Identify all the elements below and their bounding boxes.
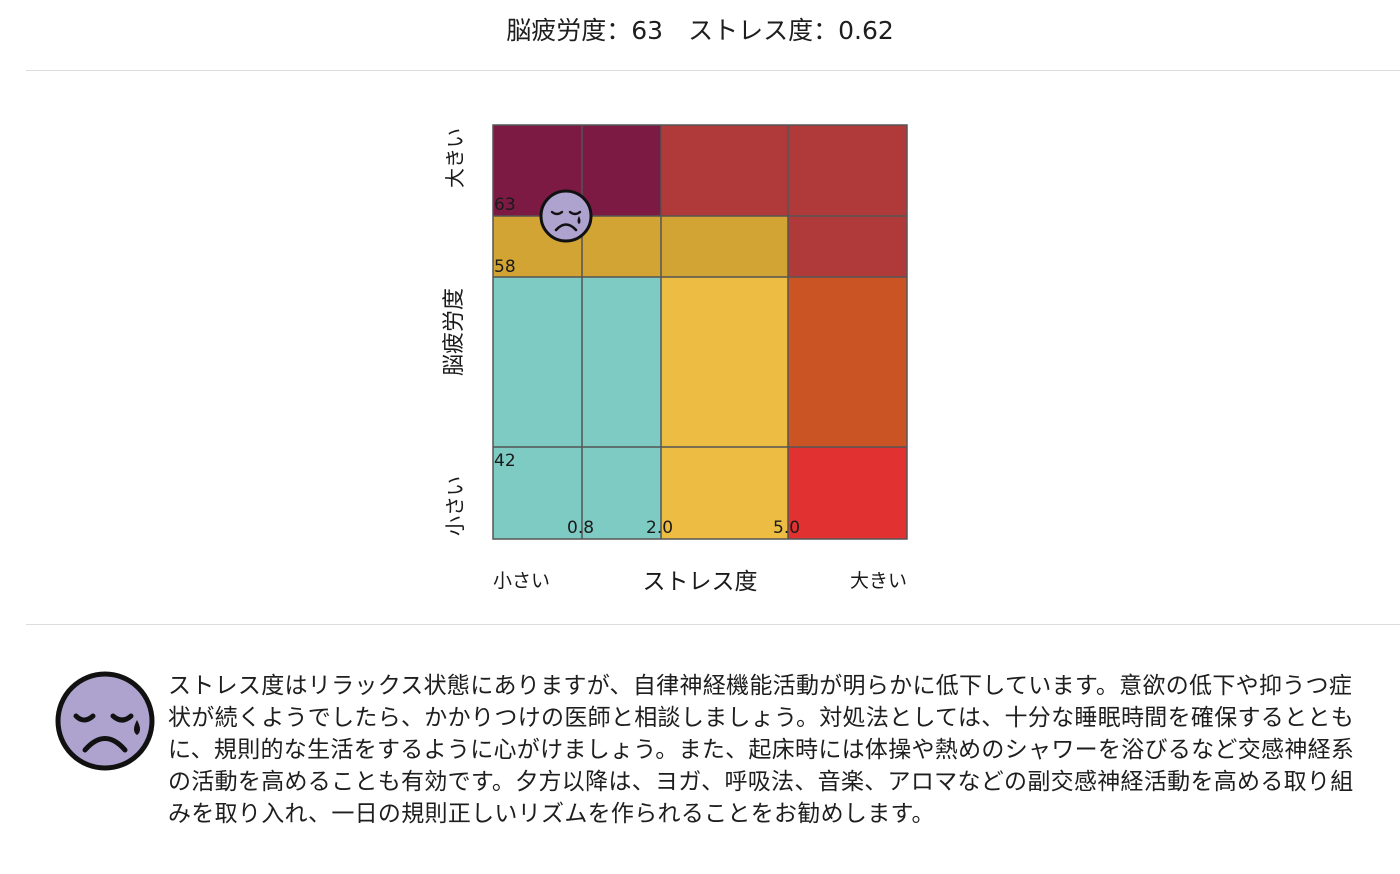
y-tick-label: 42 bbox=[494, 451, 516, 471]
x-axis-low-label: 小さい bbox=[493, 570, 550, 592]
x-tick-label: 5.0 bbox=[773, 518, 800, 538]
stress-label: ストレス度 bbox=[688, 16, 814, 45]
x-axis-title: ストレス度 bbox=[643, 569, 758, 595]
y-tick-label: 63 bbox=[494, 195, 516, 215]
fatigue-stress-matrix: 63 58 42 0.8 2.0 5.0 大きい 脳疲労度 小さい 小さい スト… bbox=[442, 124, 908, 595]
stress-value: 0.62 bbox=[838, 16, 894, 45]
cell-r4-c3 bbox=[661, 447, 788, 539]
fatigue-label: 脳疲労度 bbox=[506, 16, 607, 45]
y-axis-high-label: 大きい bbox=[443, 128, 467, 188]
y-axis-low-label: 小さい bbox=[443, 476, 467, 536]
cell-r4-c2 bbox=[582, 447, 661, 539]
bottom-divider bbox=[26, 624, 1400, 625]
cell-r2-c2 bbox=[582, 216, 661, 277]
cell-r1-c4 bbox=[788, 125, 907, 216]
fatigue-value: 63 bbox=[631, 16, 664, 45]
stress-separator: ： bbox=[813, 16, 839, 45]
top-divider bbox=[26, 70, 1400, 71]
cell-r2-c3 bbox=[661, 216, 788, 277]
cell-r3-c1 bbox=[493, 277, 582, 447]
x-tick-label: 2.0 bbox=[646, 518, 673, 538]
crying-face-icon bbox=[539, 189, 593, 243]
advice-text: ストレス度はリラックス状態にありますが、自律神経機能活動が明らかに低下しています… bbox=[168, 673, 1355, 827]
cell-r4-c1 bbox=[493, 447, 582, 539]
fatigue-separator: ： bbox=[606, 16, 632, 45]
current-position-marker bbox=[539, 189, 593, 243]
score-summary: 脳疲労度：63 ストレス度：0.62 bbox=[0, 14, 1400, 48]
cell-r1-c2 bbox=[582, 125, 661, 216]
cell-r3-c2 bbox=[582, 277, 661, 447]
cell-r4-c4 bbox=[788, 447, 907, 539]
cell-r1-c3 bbox=[661, 125, 788, 216]
x-axis-high-label: 大きい bbox=[850, 570, 907, 592]
cell-r2-c4 bbox=[788, 216, 907, 277]
x-tick-label: 0.8 bbox=[567, 518, 594, 538]
cell-r3-c4 bbox=[788, 277, 907, 447]
y-tick-label: 58 bbox=[494, 257, 516, 277]
cell-r3-c3 bbox=[661, 277, 788, 447]
y-axis-title: 脳疲労度 bbox=[442, 288, 467, 376]
crying-face-icon bbox=[55, 671, 155, 771]
